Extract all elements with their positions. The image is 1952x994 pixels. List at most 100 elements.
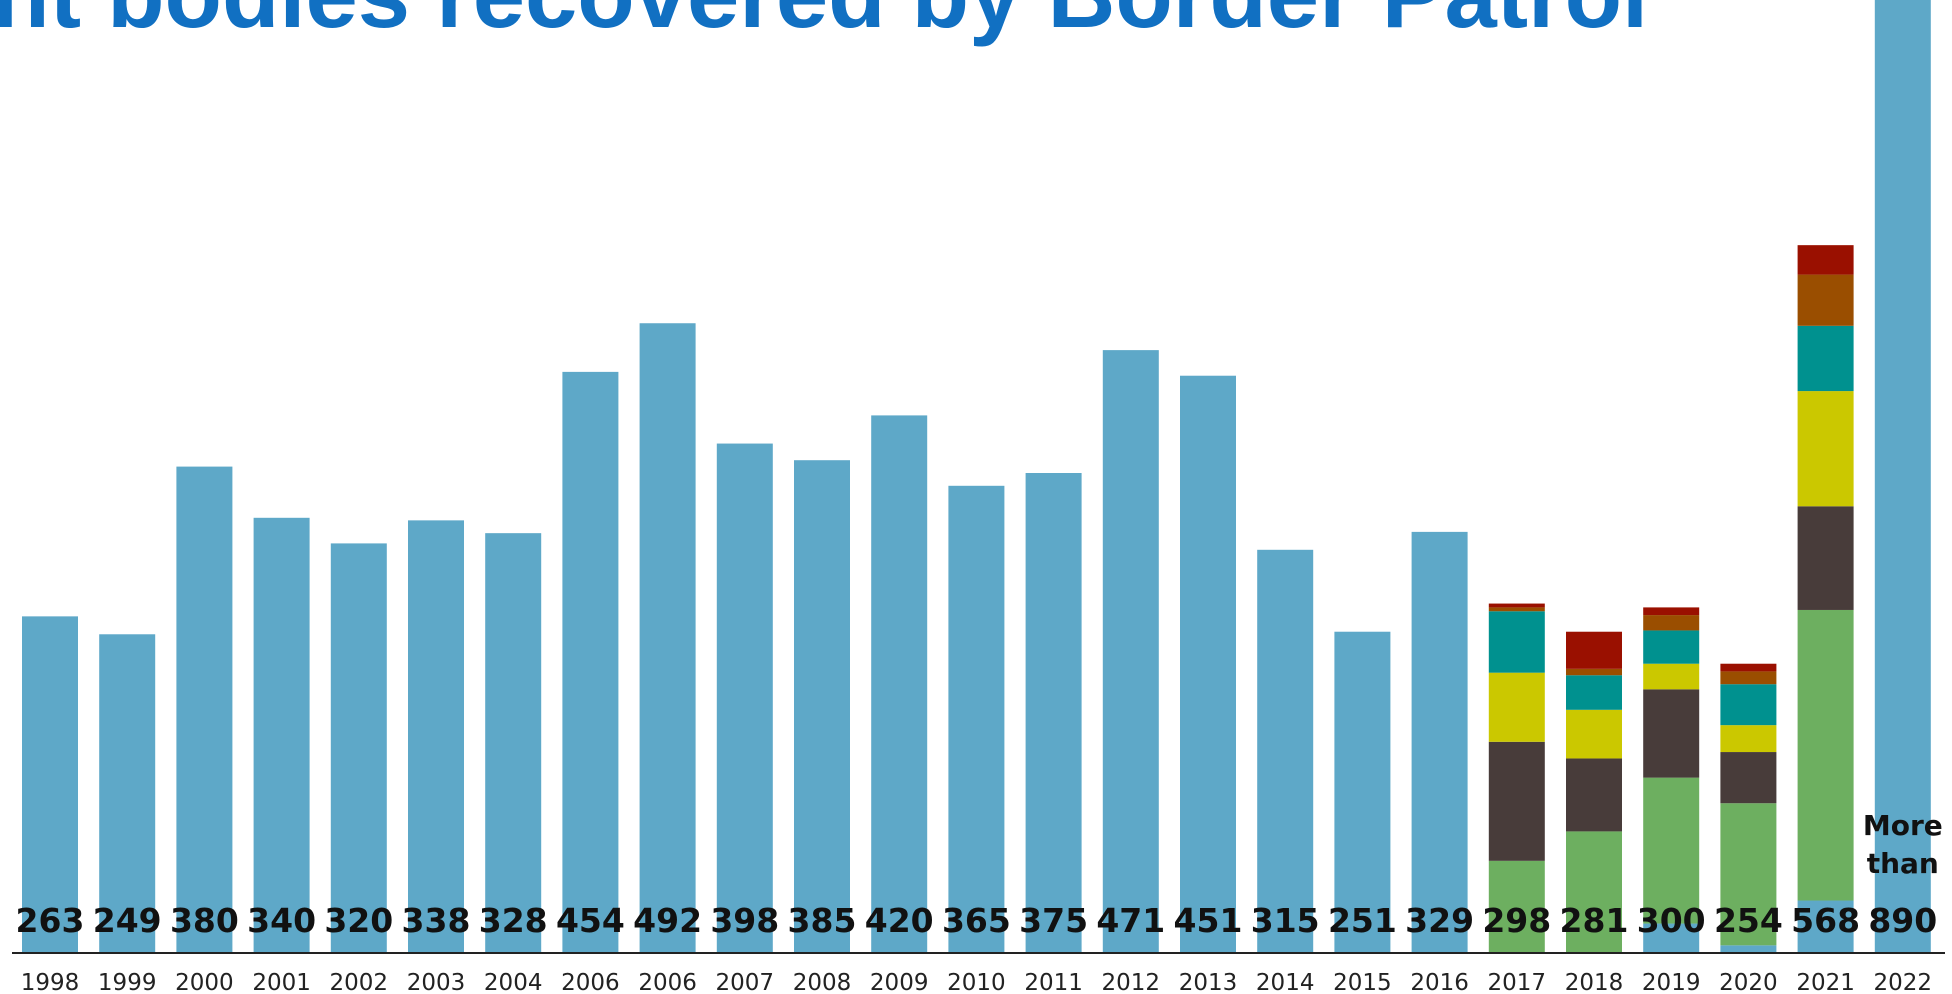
year-label-14: 2012 [1102,970,1161,994]
bar-13-2011 [1025,473,1082,953]
bar-segment-2017-6 [1488,603,1545,608]
value-label-3: 340 [247,901,316,940]
value-label-6: 328 [479,901,548,940]
year-label-4: 2002 [330,970,389,994]
value-label-17: 251 [1328,901,1397,940]
year-label-17: 2015 [1333,970,1392,994]
value-label-12: 365 [942,901,1011,940]
year-label-15: 2013 [1179,970,1238,994]
year-label-5: 2003 [407,970,466,994]
bar-5-2003 [408,520,464,953]
bar-11-2009 [871,415,928,953]
value-label-18: 329 [1405,901,1474,940]
bar-segment-2017-2 [1488,741,1545,861]
chart-title: ant bodies recovered by Border Patrol 2 [0,0,1840,154]
bar-segment-2020-6 [1720,663,1777,672]
bar-24-2022 [1874,0,1931,953]
bar-8-2006 [639,323,696,953]
year-label-24: 2022 [1874,970,1933,994]
bars-group [22,0,1931,954]
bar-segment-2017-4 [1488,611,1545,673]
value-label-21: 300 [1637,901,1706,940]
year-label-6: 2004 [484,970,543,994]
bar-segment-2018-5 [1566,668,1622,676]
bar-segment-2020-0 [1720,945,1777,953]
value-labels-group: 263 249 380 340 320 338 328 454 492 398 385 420 365 3… [16,901,1938,940]
bar-segment-2021-1 [1797,609,1854,901]
year-label-11: 2009 [870,970,929,994]
bar-segment-2021-2 [1797,506,1854,610]
year-label-7: 2006 [561,970,620,994]
bar-segment-2020-4 [1720,684,1777,726]
value-label-16: 315 [1251,901,1320,940]
bar-segment-2019-0 [1643,923,1700,953]
bar-segment-2018-6 [1566,631,1622,669]
bar-1-1999 [99,634,156,953]
more-than-annotation: More than [1863,809,1943,880]
year-labels-group: 1998 1999 2000 2001 2002 2003 2004 2006 2006 2007… [21,970,1932,994]
bar-0-1998 [22,616,78,953]
year-label-18: 2016 [1410,970,1469,994]
value-label-19: 298 [1482,901,1551,940]
bar-segment-2017-5 [1488,607,1545,612]
value-label-23: 568 [1791,901,1860,940]
bar-9-2007 [716,443,773,953]
bar-segment-2019-1 [1643,777,1700,924]
bar-segment-2020-5 [1720,671,1777,685]
year-label-3: 2001 [252,970,311,994]
more-than-annotation-word-1: than [1867,847,1939,880]
bar-segment-2017-3 [1488,672,1545,742]
year-label-0: 1998 [21,970,80,994]
bar-segment-2020-3 [1720,725,1777,753]
value-label-0: 263 [16,901,85,940]
bar-segment-2019-6 [1643,607,1700,616]
bar-segment-2018-2 [1566,758,1622,832]
bar-segment-2019-5 [1643,615,1700,631]
bar-segment-2017-1 [1488,860,1545,953]
year-label-2: 2000 [175,970,234,994]
bar-2-2000 [176,466,233,953]
year-label-9: 2007 [716,970,775,994]
value-label-7: 454 [556,901,625,940]
bar-segment-2018-3 [1566,709,1622,759]
value-label-11: 420 [865,901,934,940]
value-label-13: 375 [1019,901,1088,940]
year-label-20: 2018 [1565,970,1624,994]
bar-segment-2021-5 [1797,274,1854,326]
bar-segment-2018-1 [1566,831,1622,953]
chart-title-line1: ant bodies recovered by Border Patrol [0,0,1648,47]
bar-segment-2019-4 [1643,630,1700,664]
bar-17-2015 [1334,631,1391,953]
value-label-9: 398 [710,901,779,940]
year-label-22: 2020 [1719,970,1778,994]
year-label-16: 2014 [1256,970,1315,994]
bar-6-2004 [485,533,542,953]
value-label-20: 281 [1560,901,1629,940]
more-than-annotation-word-0: More [1863,809,1943,842]
bar-4-2002 [330,543,387,953]
value-label-8: 492 [633,901,702,940]
value-label-10: 385 [788,901,857,940]
value-label-14: 471 [1096,901,1165,940]
bar-segment-2019-3 [1643,663,1700,690]
bar-segment-2021-6 [1797,245,1854,275]
value-label-22: 254 [1714,901,1783,940]
value-label-15: 451 [1174,901,1243,940]
bar-14-2012 [1102,350,1159,953]
year-label-1: 1999 [98,970,157,994]
year-label-12: 2010 [947,970,1006,994]
bar-segment-2021-0 [1797,900,1854,953]
year-label-21: 2019 [1642,970,1701,994]
bar-7-2006 [562,371,619,953]
bar-16-2014 [1257,549,1314,953]
bar-10-2008 [794,460,850,953]
bar-segment-2021-3 [1797,391,1854,507]
bar-18-2016 [1411,531,1468,953]
year-label-8: 2006 [638,970,697,994]
year-label-13: 2011 [1024,970,1083,994]
bar-12-2010 [948,485,1005,953]
value-label-2: 380 [170,901,239,940]
bar-segment-2020-2 [1720,752,1777,804]
bar-segment-2019-2 [1643,689,1700,778]
